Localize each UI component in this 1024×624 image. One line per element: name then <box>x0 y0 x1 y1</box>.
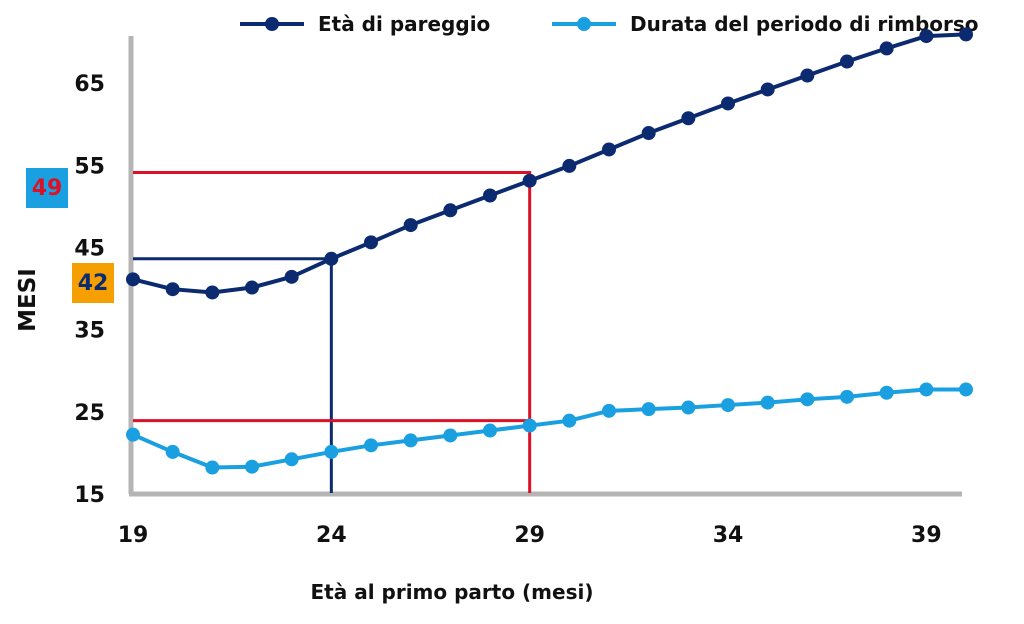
series-1-point-21 <box>205 460 220 475</box>
series-1-point-26 <box>403 433 418 448</box>
series-1-point-38 <box>879 385 894 400</box>
series-1-point-34 <box>721 398 735 413</box>
series-line-0 <box>132 32 967 295</box>
x-tick-label-34: 34 <box>713 523 744 548</box>
series-1-point-27 <box>443 428 458 443</box>
series-0-point-32 <box>641 126 656 141</box>
series-0-point-25 <box>364 235 378 250</box>
legend-label-durata-rimborso: Durata del periodo di rimborso <box>630 12 979 36</box>
legend-marker-durata-rimborso <box>552 17 616 31</box>
legend-marker-eta-pareggio <box>240 17 304 31</box>
series-1-point-25 <box>364 438 378 453</box>
series-1-point-31 <box>602 403 616 418</box>
series-0-point-19 <box>126 272 140 287</box>
legend-item-durata-rimborso: Durata del periodo di rimborso <box>550 12 979 36</box>
series-0-point-20 <box>165 282 180 297</box>
series-0-point-24 <box>324 251 339 266</box>
series-0-point-39 <box>919 29 934 44</box>
y-tick-label-65: 65 <box>74 72 105 97</box>
series-1-point-19 <box>126 427 140 442</box>
x-tick-label-29: 29 <box>514 523 545 548</box>
x-axis-label: Età al primo parto (mesi) <box>310 580 594 604</box>
series-1-point-30 <box>562 413 577 428</box>
series-0-point-36 <box>800 68 815 83</box>
series-1-point-39 <box>919 382 934 397</box>
series-0-point-30 <box>562 158 577 173</box>
series-0-point-34 <box>721 96 735 111</box>
series-1-point-33 <box>681 400 696 415</box>
series-0-point-29 <box>522 173 537 188</box>
series-0-point-26 <box>403 218 418 233</box>
legend-item-eta-pareggio: Età di pareggio <box>238 12 490 36</box>
x-tick-label-19: 19 <box>118 523 149 548</box>
series-1-point-23 <box>284 452 299 467</box>
y-axis-label: MESI <box>15 268 41 332</box>
series-0-point-27 <box>443 203 458 218</box>
y-tick-label-55: 55 <box>74 154 105 179</box>
series-1-point-20 <box>165 444 180 459</box>
series-0-point-38 <box>879 41 894 56</box>
series-0-point-40 <box>959 27 973 42</box>
series-0-point-35 <box>760 82 775 97</box>
y-tick-label-15: 15 <box>74 483 105 508</box>
series-1-point-32 <box>641 402 656 417</box>
reference-badge-49: 49 <box>26 168 68 208</box>
series-1-point-37 <box>840 389 854 404</box>
y-tick-label-25: 25 <box>74 401 105 426</box>
series-line-1 <box>132 387 966 470</box>
reference-badge-42: 42 <box>72 263 114 303</box>
x-tick-label-39: 39 <box>911 523 942 548</box>
series-0-point-22 <box>245 280 259 295</box>
series-1-point-29 <box>522 418 537 433</box>
series-1-point-35 <box>760 395 775 410</box>
series-1-point-28 <box>483 423 497 438</box>
series-1-point-22 <box>245 459 259 474</box>
reference-line-49 <box>133 170 532 493</box>
series-0-point-33 <box>681 111 696 126</box>
x-tick-label-24: 24 <box>316 523 347 548</box>
y-tick-label-35: 35 <box>74 319 105 344</box>
series-0-point-31 <box>602 142 616 157</box>
series-0-point-28 <box>483 188 497 203</box>
series-0-point-37 <box>840 54 854 69</box>
legend-label-eta-pareggio: Età di pareggio <box>318 12 491 36</box>
series-0-point-21 <box>205 285 220 300</box>
series-1-point-40 <box>959 382 973 397</box>
y-tick-label-45: 45 <box>74 236 105 261</box>
series-0-point-23 <box>284 269 299 284</box>
series-1-point-36 <box>800 392 815 407</box>
series-1-point-24 <box>324 444 339 459</box>
